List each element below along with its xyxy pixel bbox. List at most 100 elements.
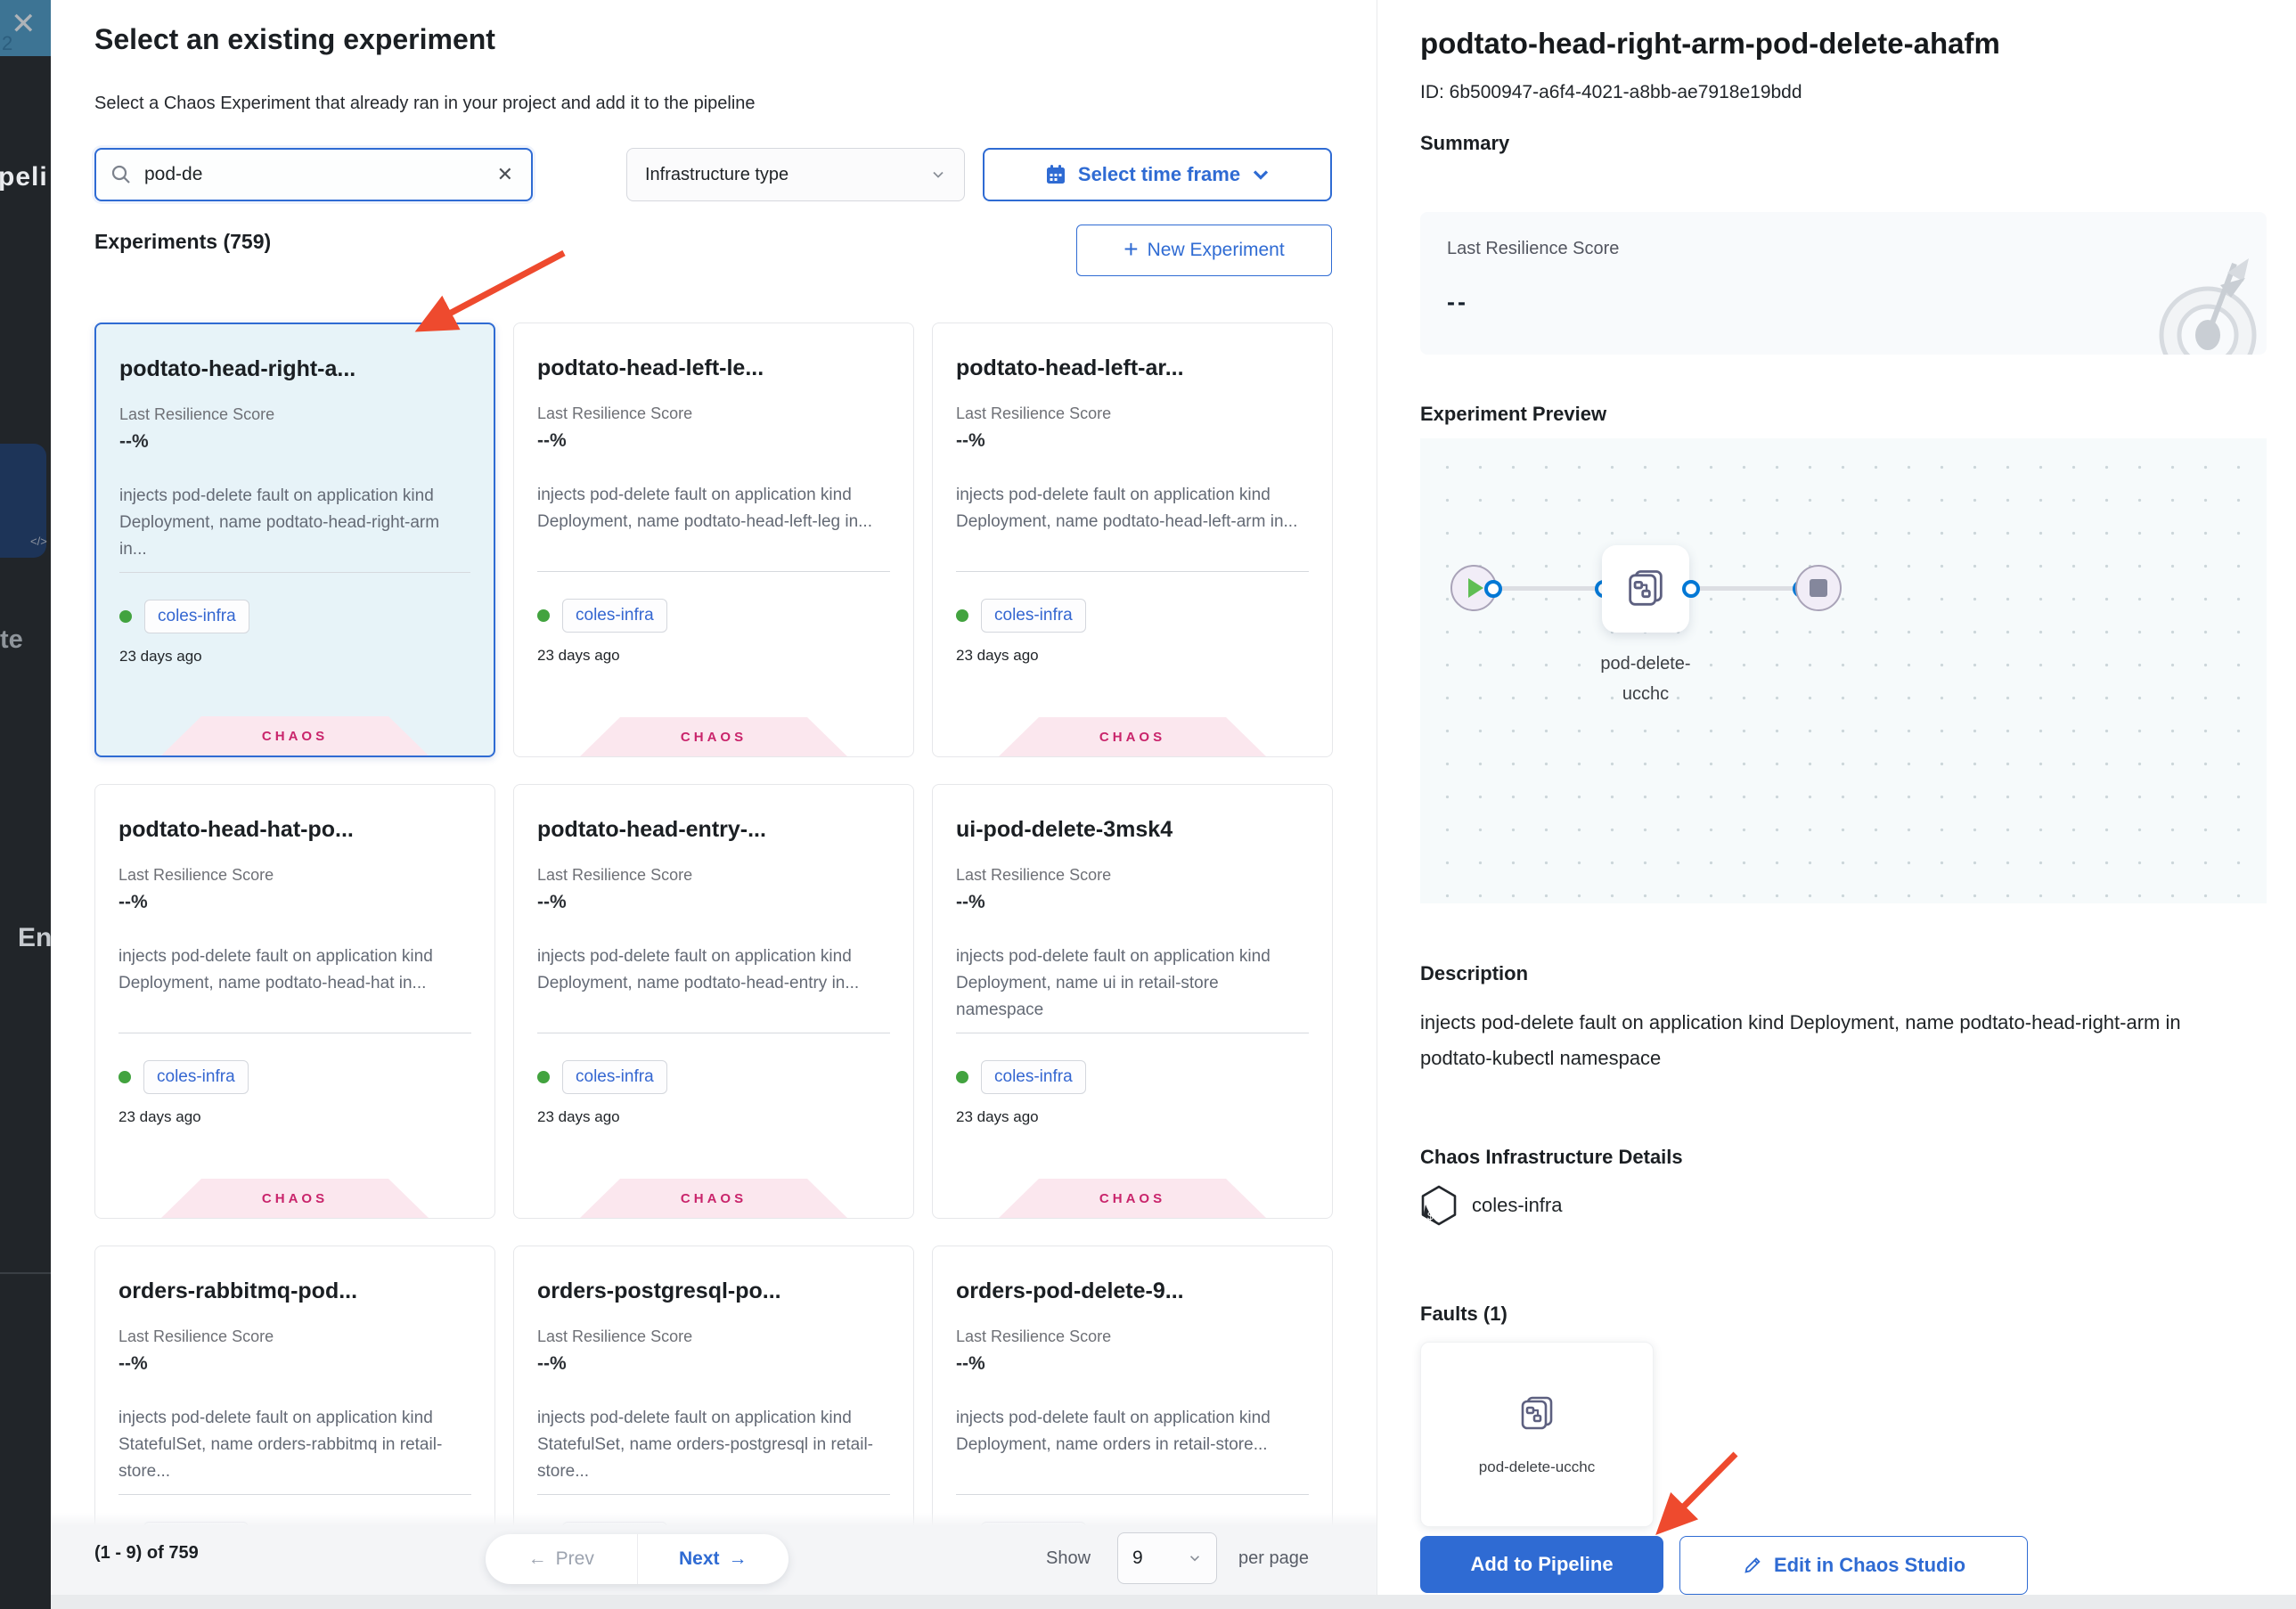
score-value: --: [1447, 289, 1468, 315]
infra-row: $ coles-infra: [1420, 1185, 1562, 1226]
edit-in-chaos-studio-label: Edit in Chaos Studio: [1773, 1554, 1966, 1576]
status-dot-icon: [537, 609, 550, 622]
page-size-value: 9: [1132, 1548, 1143, 1568]
backdrop-fragment: </>: [30, 535, 47, 548]
chaos-fault-icon: [1516, 1393, 1558, 1435]
resilience-score-value: --%: [118, 892, 148, 912]
chaos-ribbon: CHAOS: [161, 1179, 429, 1218]
infra-chip[interactable]: coles-infra: [143, 1060, 249, 1094]
experiment-description: injects pod-delete fault on application …: [537, 482, 890, 572]
experiment-description: injects pod-delete fault on application …: [537, 1405, 890, 1495]
search-icon: [110, 164, 132, 185]
infra-chip[interactable]: coles-infra: [562, 1060, 667, 1094]
experiment-age: 23 days ago: [956, 1108, 1039, 1125]
resilience-score-value: --%: [956, 1353, 985, 1374]
prev-page-button[interactable]: ← Prev: [486, 1534, 638, 1584]
experiment-card-title: podtato-head-left-le...: [537, 355, 764, 380]
add-to-pipeline-button[interactable]: Add to Pipeline: [1420, 1536, 1663, 1593]
plus-icon: +: [1123, 234, 1139, 263]
experiment-card[interactable]: podtato-head-hat-po... Last Resilience S…: [94, 784, 495, 1219]
experiment-card-title: orders-postgresql-po...: [537, 1278, 781, 1303]
resilience-score-value: --%: [956, 430, 985, 451]
chevron-down-icon: [930, 167, 946, 183]
infra-chip-row: coles-infra: [956, 1060, 1309, 1094]
status-dot-icon: [119, 610, 132, 623]
infra-chip[interactable]: coles-infra: [562, 599, 667, 633]
status-dot-icon: [956, 609, 968, 622]
experiment-preview-canvas[interactable]: pod-delete- ucchc: [1420, 438, 2267, 903]
pagination-bar: (1 - 9) of 759 ← Prev Next → Show 9 per …: [51, 1513, 1377, 1595]
experiment-age: 23 days ago: [956, 647, 1039, 664]
experiment-card[interactable]: podtato-head-entry-... Last Resilience S…: [513, 784, 914, 1219]
chevron-down-icon: [1188, 1551, 1202, 1565]
backdrop-fragment: En: [18, 923, 51, 952]
summary-heading: Summary: [1420, 132, 1510, 154]
infra-chip[interactable]: coles-infra: [144, 600, 249, 633]
resilience-score-value: --%: [118, 1353, 148, 1374]
resilience-score-label: Last Resilience Score: [118, 1327, 274, 1345]
next-page-button[interactable]: Next →: [638, 1534, 789, 1584]
resilience-score-label: Last Resilience Score: [956, 1327, 1112, 1345]
search-input[interactable]: [143, 163, 494, 186]
description-heading: Description: [1420, 962, 1529, 984]
resilience-score-label: Last Resilience Score: [956, 866, 1112, 884]
resilience-score-label: Last Resilience Score: [118, 866, 274, 884]
infrastructure-type-select[interactable]: Infrastructure type: [626, 148, 965, 201]
chaos-ribbon: CHAOS: [580, 1179, 847, 1218]
infra-name[interactable]: coles-infra: [1472, 1194, 1563, 1216]
faults-heading: Faults (1): [1420, 1303, 1508, 1325]
dimmed-background-page: 2 ✕ peli </> te En: [0, 0, 51, 1609]
fault-card[interactable]: pod-delete-ucchc: [1420, 1342, 1654, 1527]
experiment-card[interactable]: podtato-head-left-ar... Last Resilience …: [932, 323, 1333, 757]
description-text: injects pod-delete fault on application …: [1420, 1011, 2181, 1069]
new-experiment-button[interactable]: + New Experiment: [1076, 225, 1332, 276]
status-dot-icon: [537, 1071, 550, 1083]
infrastructure-type-label: Infrastructure type: [645, 164, 789, 184]
search-input-wrap[interactable]: ✕: [94, 148, 533, 201]
experiment-cards-grid: podtato-head-right-a... Last Resilience …: [94, 323, 1333, 1609]
experiment-description: injects pod-delete fault on application …: [118, 1405, 471, 1495]
experiment-card[interactable]: podtato-head-left-le... Last Resilience …: [513, 323, 914, 757]
select-time-frame-button[interactable]: Select time frame: [983, 148, 1332, 201]
infra-chip-row: coles-infra: [119, 600, 470, 633]
resilience-score-value: --%: [537, 430, 567, 451]
experiment-description: injects pod-delete fault on application …: [956, 482, 1309, 572]
next-label: Next: [678, 1548, 720, 1569]
infra-chip-row: coles-infra: [956, 599, 1309, 633]
resilience-score-label: Last Resilience Score: [956, 404, 1112, 422]
experiments-count: Experiments (759): [94, 230, 272, 253]
experiment-description: injects pod-delete fault on application …: [118, 943, 471, 1033]
per-page-label: per page: [1238, 1548, 1309, 1568]
experiment-card[interactable]: podtato-head-right-a... Last Resilience …: [94, 323, 495, 757]
status-dot-icon: [956, 1071, 968, 1083]
prev-label: Prev: [555, 1548, 594, 1569]
arrow-right-icon: →: [728, 1548, 748, 1569]
resilience-score-value: --%: [956, 892, 985, 912]
edit-in-chaos-studio-button[interactable]: Edit in Chaos Studio: [1679, 1536, 2028, 1595]
backdrop-fragment: peli: [0, 162, 48, 192]
pipeline-end-node[interactable]: [1795, 565, 1842, 611]
page-size-select[interactable]: 9: [1117, 1532, 1217, 1584]
fault-node[interactable]: [1602, 545, 1689, 633]
experiment-description: injects pod-delete fault on application …: [537, 943, 890, 1033]
close-icon[interactable]: ✕: [11, 7, 37, 41]
chaos-fault-icon: [1622, 566, 1669, 612]
experiment-card-title: orders-rabbitmq-pod...: [118, 1278, 358, 1303]
connector-port-icon: [1682, 580, 1700, 598]
experiment-preview-heading: Experiment Preview: [1420, 403, 1607, 425]
infra-chip[interactable]: coles-infra: [981, 599, 1086, 633]
infra-chip-row: coles-infra: [537, 599, 890, 633]
resilience-score-label: Last Resilience Score: [119, 405, 275, 423]
resilience-score-label: Last Resilience Score: [537, 866, 693, 884]
infra-details-heading: Chaos Infrastructure Details: [1420, 1146, 1683, 1168]
calendar-icon: [1044, 163, 1067, 186]
arrow-left-icon: ←: [527, 1548, 547, 1569]
backdrop-node: [0, 444, 46, 558]
resilience-score-value: --%: [537, 892, 567, 912]
experiment-age: 23 days ago: [537, 1108, 620, 1125]
play-icon: [1468, 578, 1483, 598]
infra-chip[interactable]: coles-infra: [981, 1060, 1086, 1094]
clear-search-icon[interactable]: ✕: [496, 163, 513, 185]
experiment-card[interactable]: ui-pod-delete-3msk4 Last Resilience Scor…: [932, 784, 1333, 1219]
chevron-down-icon: [1251, 165, 1271, 184]
